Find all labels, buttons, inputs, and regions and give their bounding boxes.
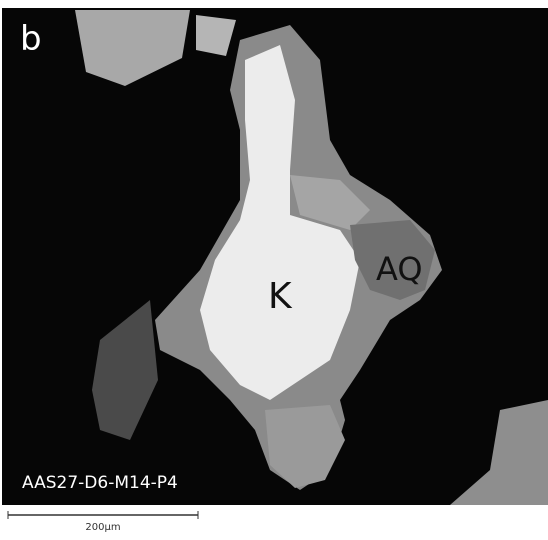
phase-label: AQ xyxy=(376,250,423,288)
page: {"panel_label": "b", "labels": ["K", "AQ… xyxy=(0,0,548,540)
scale-bar-label: 200µm xyxy=(85,522,120,533)
phase-label: K xyxy=(268,276,293,317)
sem-figure: b K AQ AAS27-D6-M14-P4 200µm xyxy=(0,0,548,540)
sample-id: AAS27-D6-M14-P4 xyxy=(22,473,178,493)
panel-label: b xyxy=(20,19,42,59)
